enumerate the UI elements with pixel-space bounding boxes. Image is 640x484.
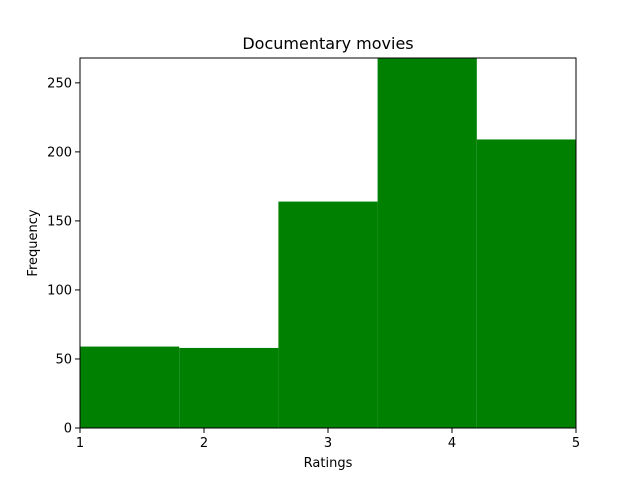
histogram-bar-2 — [179, 347, 279, 428]
y-tick-label: 50 — [55, 352, 72, 367]
plot-frame — [79, 57, 577, 429]
y-tick-label: 0 — [64, 422, 72, 437]
histogram-bar-1 — [80, 346, 180, 428]
x-ticks-group: 1 2 3 4 5 — [76, 428, 580, 451]
y-tick-label: 100 — [47, 283, 72, 298]
y-axis-label: Frequency — [26, 209, 41, 276]
chart-title: Documentary movies — [242, 34, 413, 53]
y-tick-label: 250 — [47, 76, 72, 91]
y-tick-label: 200 — [47, 145, 72, 160]
x-tick-label: 4 — [448, 436, 456, 451]
histogram-bar-5 — [476, 139, 576, 428]
x-tick-label: 2 — [200, 436, 208, 451]
x-axis-label: Ratings — [304, 456, 353, 471]
bars-group — [80, 58, 576, 428]
x-tick-label: 3 — [324, 436, 332, 451]
histogram-bar-4 — [377, 58, 477, 428]
y-tick-label: 150 — [47, 214, 72, 229]
y-ticks-group: 0 50 100 150 200 250 — [47, 76, 80, 437]
x-tick-label: 1 — [76, 436, 84, 451]
histogram-bar-3 — [278, 201, 378, 428]
x-tick-label: 5 — [572, 436, 580, 451]
